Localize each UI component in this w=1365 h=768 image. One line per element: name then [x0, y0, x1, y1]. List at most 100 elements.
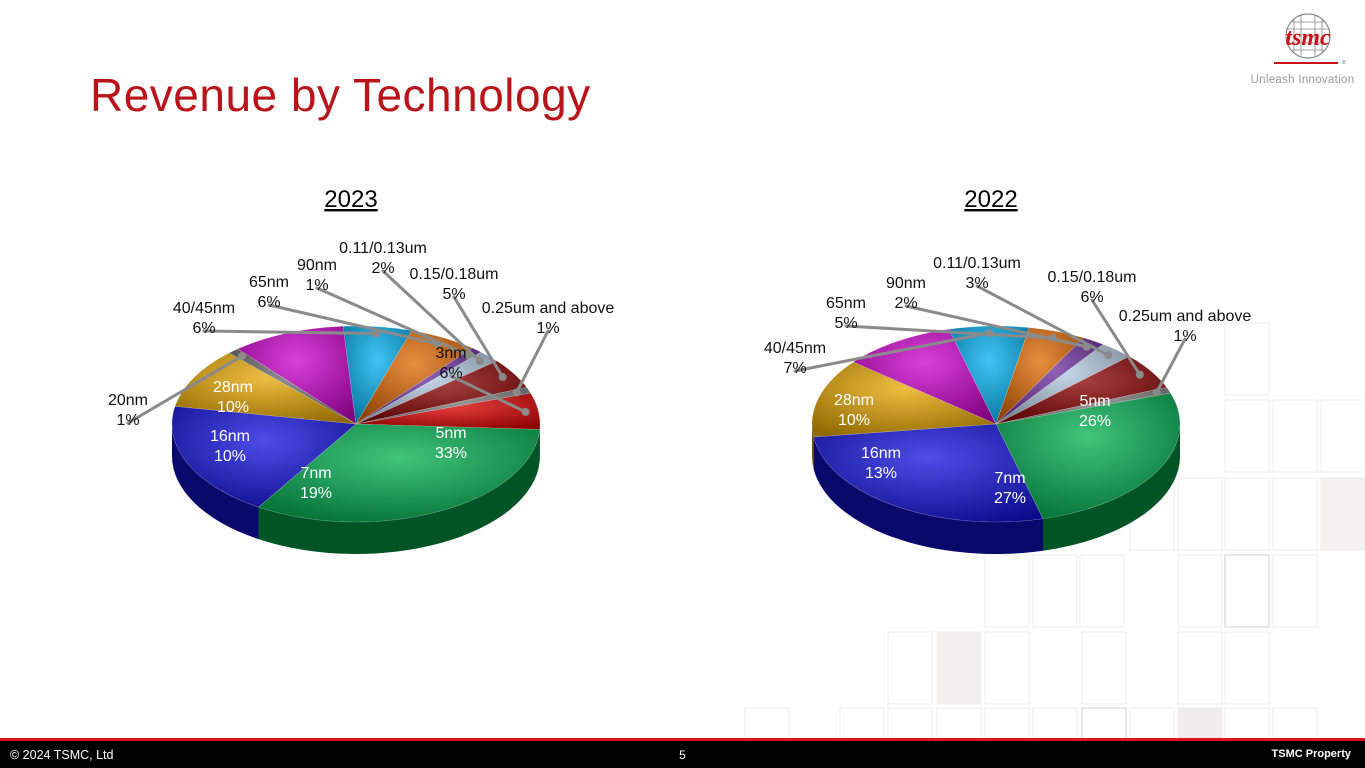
leader-dot-0-15-0-18um: [1135, 370, 1144, 379]
value-label-65nm: 6%: [257, 294, 280, 311]
leader-line-0-11-0-13um: [975, 284, 1110, 357]
background-tile: [1081, 707, 1127, 740]
slice-5nm: [257, 423, 541, 523]
slice-7nm: [171, 405, 357, 508]
background-tile: [984, 554, 1030, 628]
side-5nm: [1043, 424, 1180, 551]
background-tile: [984, 631, 1030, 705]
leader-line-20nm: [126, 354, 244, 425]
leader-line-0-11-0-13um: [381, 269, 482, 363]
background-tile: [1272, 399, 1318, 473]
copyright-text: © 2024 TSMC, Ltd: [10, 748, 114, 762]
background-tile: [1032, 707, 1078, 740]
label-65nm: 65nm: [249, 274, 289, 291]
property-label: TSMC Property: [1271, 748, 1351, 760]
slice-16nm: [811, 361, 997, 438]
label-40-45nm: 40/45nm: [173, 300, 235, 317]
leader-dot-0-11-0-13um: [475, 357, 484, 366]
leader-dot-0-25um-and-above: [512, 388, 521, 397]
pie-side-walls: [812, 424, 1180, 554]
background-tile: [1177, 554, 1223, 628]
label-7nm: 7nm: [300, 465, 331, 482]
slice-3nm: [355, 392, 541, 430]
side-7nm: [813, 436, 1044, 554]
slice-0-15-0-18um: [355, 360, 528, 425]
chart-title: 2023: [324, 186, 377, 213]
label-0-11-0-13um: 0.11/0.13um: [933, 255, 1021, 272]
value-label-40-45nm: 6%: [192, 320, 215, 337]
slice-0-25um-and-above: [995, 386, 1172, 425]
background-tile: [1129, 707, 1175, 740]
value-label-28nm: 10%: [217, 399, 249, 416]
leader-line-90nm: [904, 304, 1089, 349]
label-28nm: 28nm: [213, 379, 253, 396]
value-label-0-11-0-13um: 3%: [965, 275, 988, 292]
tsmc-logo: tsmc ®: [1274, 13, 1346, 66]
slice-5nm: [995, 392, 1181, 520]
tagline: Unleash Innovation: [1250, 74, 1355, 86]
slice-90nm: [355, 347, 482, 425]
background-tile: [1224, 631, 1270, 705]
background-tile: [1224, 554, 1270, 628]
label-28nm: 28nm: [834, 392, 874, 409]
value-label-65nm: 5%: [834, 315, 857, 332]
background-tile: [1320, 477, 1365, 551]
leader-line-90nm: [315, 286, 470, 357]
background-tile: [1079, 554, 1125, 628]
leader-line-65nm: [844, 324, 1055, 340]
value-label-3nm: 6%: [439, 365, 462, 382]
value-label-5nm: 33%: [435, 445, 467, 462]
leader-dot-0-11-0-13um: [1104, 351, 1113, 360]
pie-chart-2023: 2023 3nm 6% 5nm 33% 7nm 19% 16nm 10% 20nm 1% 28nm 10…: [108, 186, 615, 554]
footer-bar: © 2024 TSMC, Ltd 5 TSMC Property: [0, 741, 1365, 768]
background-tile: [1177, 631, 1223, 705]
slice-0-25um-and-above: [355, 386, 532, 425]
slice-16nm: [174, 352, 357, 425]
label-20nm: 20nm: [108, 392, 148, 409]
leader-line-40-45nm: [202, 329, 378, 336]
side-5nm: [258, 429, 540, 554]
background-tile: [936, 631, 982, 705]
label-0-25um-and-above: 0.25um and above: [482, 300, 615, 317]
background-tile: [1272, 477, 1318, 551]
label-0-15-0-18um: 0.15/0.18um: [1048, 269, 1137, 286]
leader-line-65nm: [267, 303, 439, 346]
background-tile: [1224, 707, 1270, 740]
background-tile: [1224, 399, 1270, 473]
label-0-25um-and-above: 0.25um and above: [1119, 308, 1252, 325]
background-tile: [1272, 554, 1318, 628]
background-tile: [984, 707, 1030, 740]
leader-line-40-45nm: [793, 331, 991, 373]
background-tile: [936, 707, 982, 740]
background-tile: [1224, 477, 1270, 551]
background-tile-pattern: [744, 322, 1365, 740]
value-label-16nm: 10%: [214, 448, 246, 465]
leader-line-0-15-0-18um: [1090, 298, 1142, 377]
slice-90nm: [995, 337, 1104, 425]
side-16nm: [812, 424, 814, 469]
background-tile: [887, 707, 933, 740]
background-tile: [744, 707, 790, 740]
label-0-11-0-13um: 0.11/0.13um: [339, 240, 427, 257]
background-tile: [1224, 322, 1270, 396]
value-label-16nm: 13%: [865, 465, 897, 482]
svg-text:®: ®: [1342, 59, 1346, 66]
label-16nm: 16nm: [861, 445, 901, 462]
background-tile: [1177, 477, 1223, 551]
value-label-40-45nm: 7%: [783, 360, 806, 377]
value-label-0-11-0-13um: 2%: [371, 260, 394, 277]
pie-chart-2022: 2022 5nm 26% 7nm 27% 16nm 13% 28nm 10% 40/45nm 7% 6…: [764, 186, 1252, 554]
background-tile: [1032, 554, 1078, 628]
value-label-28nm: 10%: [838, 412, 870, 429]
value-label-90nm: 1%: [305, 277, 328, 294]
value-label-7nm: 27%: [994, 490, 1026, 507]
footer-accent-line: [0, 738, 1365, 741]
label-3nm: 3nm: [435, 345, 466, 362]
label-5nm: 5nm: [435, 425, 466, 442]
leader-dot-3nm: [521, 407, 530, 416]
slice-20nm: [228, 348, 357, 425]
page-title: Revenue by Technology: [90, 69, 591, 121]
value-label-90nm: 2%: [894, 295, 917, 312]
leader-line-3nm: [449, 374, 528, 414]
label-7nm: 7nm: [994, 470, 1025, 487]
